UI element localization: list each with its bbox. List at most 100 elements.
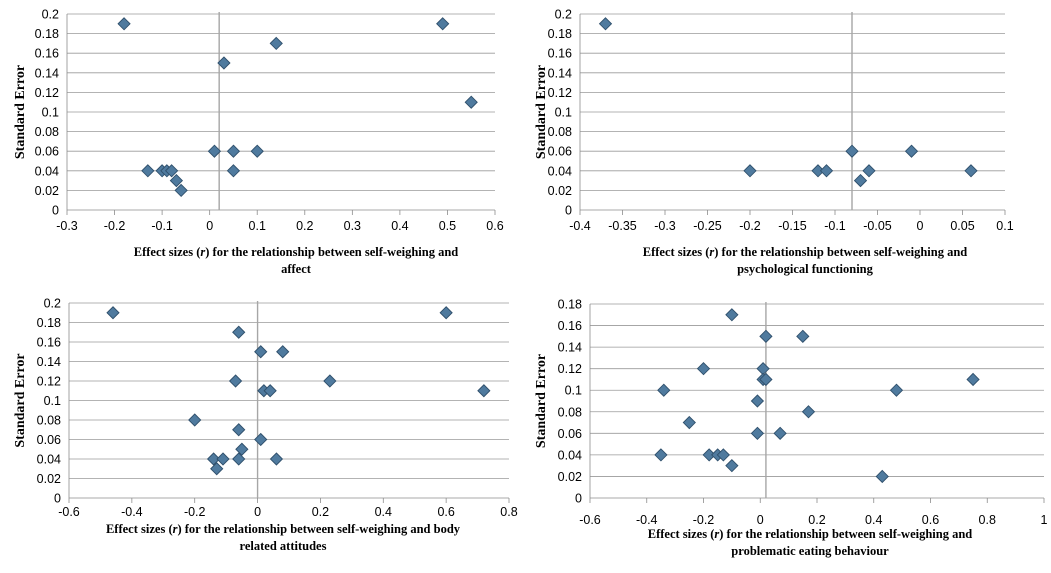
y-tick-label: 0.2 xyxy=(44,297,61,311)
data-point xyxy=(904,144,919,158)
x-tick-label: 0.1 xyxy=(996,219,1013,233)
x-tick-label: -0.1 xyxy=(824,219,846,233)
x-tick-label: 0.6 xyxy=(437,505,454,519)
x-tick-label: 0.05 xyxy=(950,219,974,233)
y-tick-label: 0 xyxy=(575,492,582,506)
data-point xyxy=(174,183,188,198)
data-point xyxy=(210,462,224,476)
y-tick-label: 0.18 xyxy=(548,27,572,41)
x-tick-label: 0.1 xyxy=(249,219,266,233)
data-point xyxy=(439,306,453,320)
data-point xyxy=(875,469,889,484)
y-tick-label: 0.06 xyxy=(548,145,572,159)
y-tick-label: 0.18 xyxy=(35,27,59,41)
y-tick-label: 0.04 xyxy=(35,164,59,178)
x-tick-label: 0.6 xyxy=(486,219,503,233)
x-tick-label: -0.4 xyxy=(569,219,591,233)
y-tick-label: 0.08 xyxy=(35,125,59,139)
y-tick-label: 0.04 xyxy=(558,448,582,462)
data-point xyxy=(654,448,668,462)
data-point xyxy=(657,383,671,397)
data-point xyxy=(206,452,221,466)
x-tick-label: 0.6 xyxy=(922,513,939,527)
data-point xyxy=(188,413,202,427)
data-point xyxy=(750,426,765,440)
x-axis-title-line2: related attitudes xyxy=(240,539,327,553)
x-tick-label: 0 xyxy=(206,219,213,233)
x-tick-label: 0.8 xyxy=(979,513,996,527)
x-tick-label: -0.3 xyxy=(654,219,676,233)
x-tick-label: -0.2 xyxy=(184,505,206,519)
data-point xyxy=(263,384,277,398)
chart-affect: 0 0.02 0.04 0.06 0.08 0.1 0.12 0.14 0.16 0.18 0.2 -… xyxy=(13,8,504,277)
x-tick-label: 0.2 xyxy=(808,513,825,527)
data-point xyxy=(106,306,120,320)
x-tick-label: -0.1 xyxy=(151,219,173,233)
x-tick-label: -0.2 xyxy=(693,513,715,527)
data-point xyxy=(216,452,230,466)
y-tick-label: 0.16 xyxy=(35,47,59,61)
x-tick-label: -0.6 xyxy=(58,505,80,519)
data-point xyxy=(226,144,241,158)
x-tick-label: 0.5 xyxy=(439,219,456,233)
x-tick-label: -0.05 xyxy=(863,219,892,233)
y-tick-label: 0.12 xyxy=(548,86,572,100)
x-tick-label: 0 xyxy=(254,505,261,519)
data-point xyxy=(966,372,980,387)
chart-eating-behaviour: 0 0.02 0.04 0.06 0.08 0.1 0.12 0.14 0.16 0.18 -0.6… xyxy=(534,298,1048,559)
data-point xyxy=(269,36,283,51)
data-point xyxy=(323,374,337,388)
data-point xyxy=(228,374,243,388)
data-point xyxy=(464,95,478,109)
data-point xyxy=(759,329,773,343)
y-tick-label: 0.14 xyxy=(37,355,61,369)
y-tick-label: 0.18 xyxy=(37,316,61,330)
x-tick-label: 0.2 xyxy=(312,505,329,519)
x-tick-label: -0.3 xyxy=(56,219,78,233)
y-tick-label: 0 xyxy=(54,492,61,506)
y-tick-label: 0.1 xyxy=(42,106,59,120)
data-point xyxy=(682,415,696,430)
x-tick-label: 1 xyxy=(1041,513,1048,527)
data-point xyxy=(254,432,268,447)
y-tick-label: 0.14 xyxy=(35,66,59,80)
y-tick-label: 0.14 xyxy=(558,341,582,355)
chart-psychological-functioning: 0 0.02 0.04 0.06 0.08 0.1 0.12 0.14 0.16 0.18 0.2 -… xyxy=(534,8,1014,277)
y-tick-label: 0.02 xyxy=(558,470,582,484)
data-point xyxy=(232,423,246,437)
data-point xyxy=(169,173,184,188)
x-tick-label: -0.2 xyxy=(104,219,126,233)
y-tick-label: 0.1 xyxy=(44,394,61,408)
y-tick-label: 0.02 xyxy=(37,472,61,486)
x-axis-title-line1: Effect sizes (r) for the relationship be… xyxy=(648,527,973,541)
data-point xyxy=(436,17,450,31)
data-point xyxy=(254,345,268,359)
y-tick-label: 0.12 xyxy=(37,375,61,389)
x-tick-label: 0 xyxy=(757,513,764,527)
y-tick-label: 0.04 xyxy=(37,453,61,467)
x-tick-label: -0.6 xyxy=(579,513,601,527)
x-tick-label: -0.15 xyxy=(778,219,807,233)
x-tick-label: 0.3 xyxy=(344,219,361,233)
data-point xyxy=(217,56,231,70)
data-point xyxy=(696,362,711,376)
y-tick-label: 0.04 xyxy=(548,164,572,178)
y-tick-label: 0.12 xyxy=(35,86,59,100)
x-axis-title-line1: Effect sizes (r) for the relationship be… xyxy=(134,245,459,259)
data-point xyxy=(207,144,222,158)
x-tick-label: -0.4 xyxy=(636,513,658,527)
data-point xyxy=(964,164,978,178)
x-tick-label: -0.2 xyxy=(739,219,761,233)
x-axis-title-line1: Effect sizes (r) for the relationship be… xyxy=(106,522,461,536)
data-point xyxy=(232,325,246,339)
y-tick-label: 0.1 xyxy=(555,106,572,120)
y-tick-label: 0.2 xyxy=(555,8,572,22)
data-point xyxy=(845,144,859,158)
y-tick-label: 0.18 xyxy=(558,298,582,312)
y-tick-label: 0.16 xyxy=(558,319,582,333)
data-point xyxy=(725,308,739,322)
x-axis-title-line2: psychological functioning xyxy=(737,262,874,276)
chart-body-attitudes: 0 0.02 0.04 0.06 0.08 0.1 0.12 0.14 0.16 0.18 0.2 -… xyxy=(13,297,518,554)
x-tick-label: 0.8 xyxy=(500,505,517,519)
data-point xyxy=(250,144,264,158)
